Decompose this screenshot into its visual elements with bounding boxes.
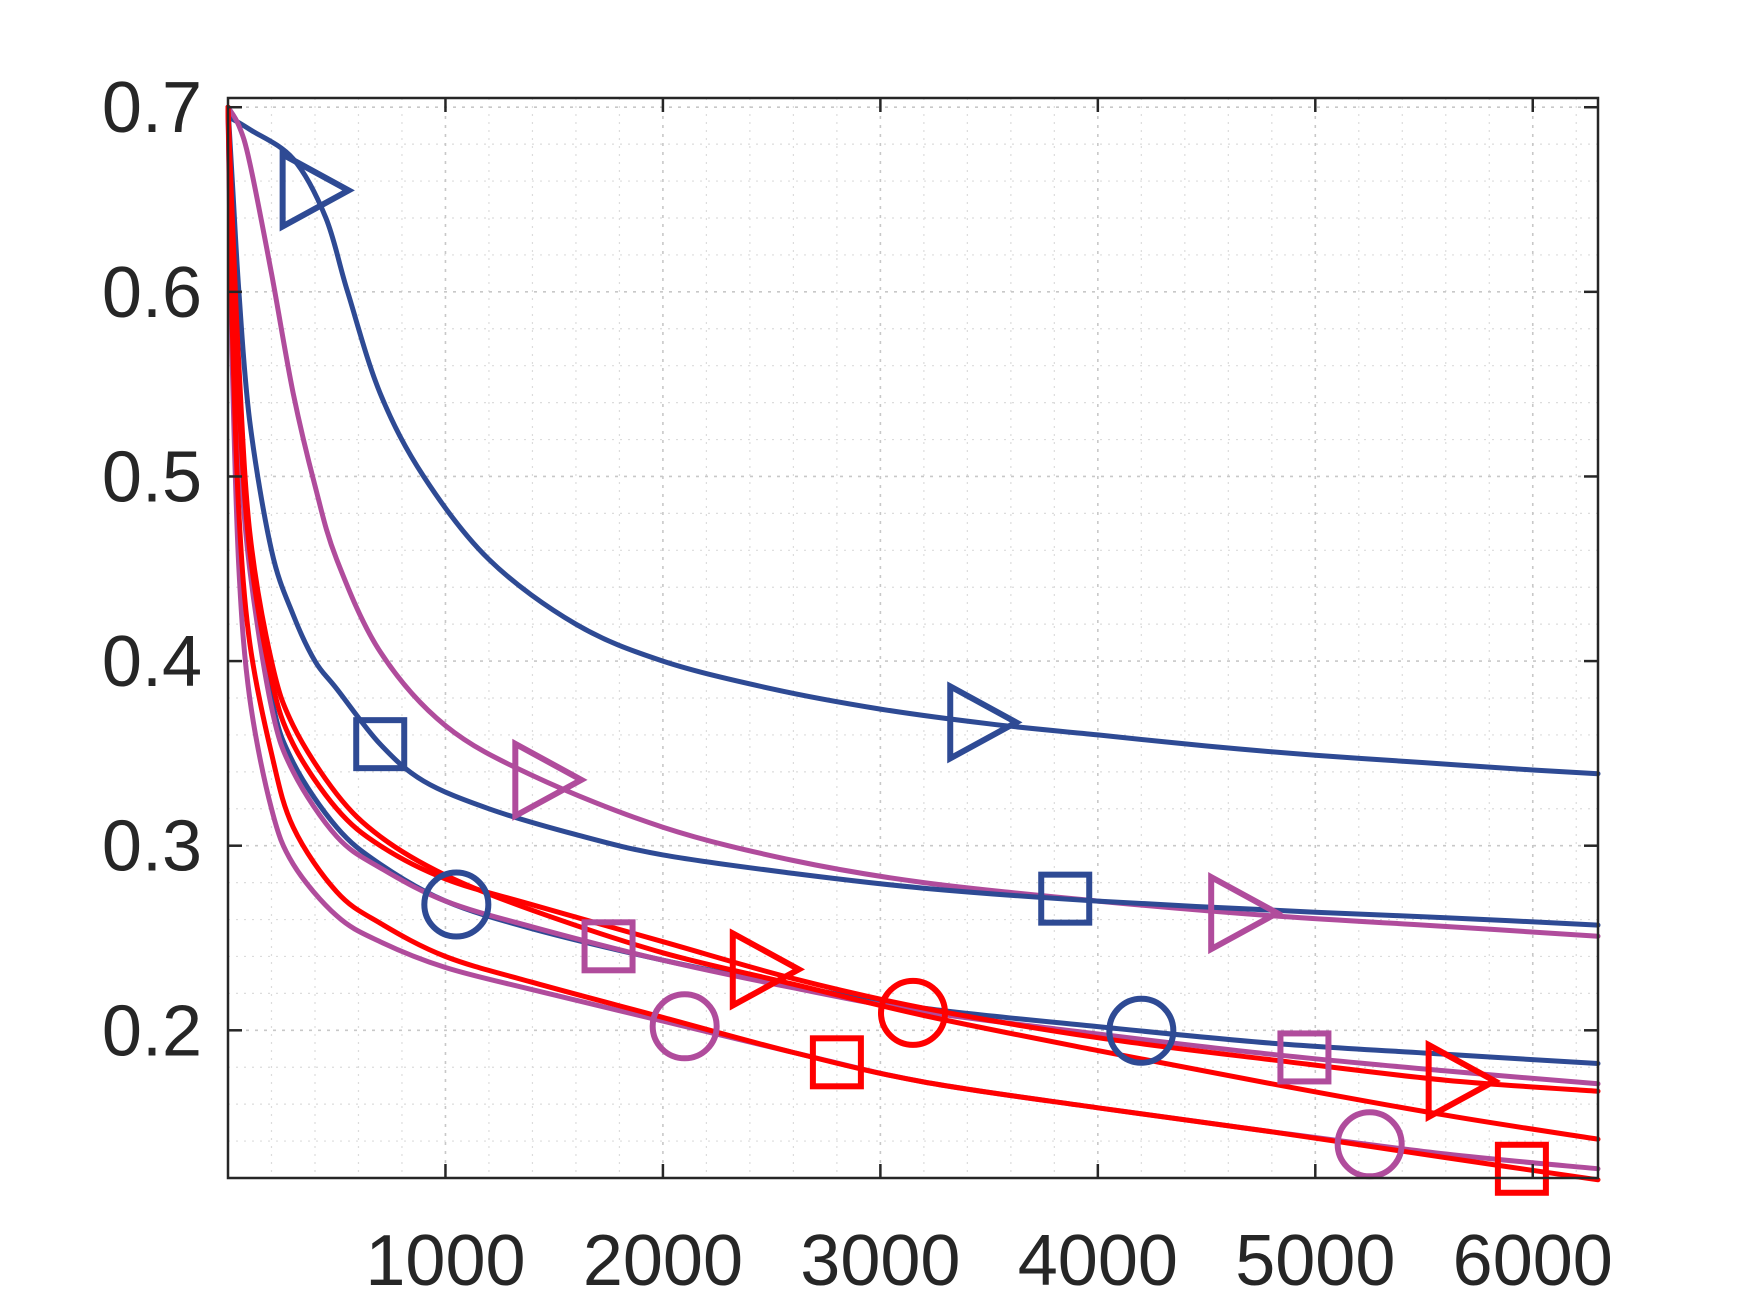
series-lines <box>225 104 1601 1183</box>
x-tick-label: 5000 <box>1235 1221 1395 1301</box>
plot-frame <box>226 96 1600 1180</box>
axis-ticks <box>228 98 1598 1178</box>
y-tick-label: 0.3 <box>102 807 202 887</box>
y-tick-label: 0.2 <box>102 991 202 1071</box>
x-tick-label: 3000 <box>800 1221 960 1301</box>
marker-triangle-right-red-triangle <box>729 928 806 1011</box>
marker-circle-blue-circle <box>421 869 492 940</box>
marker-circle-blue-circle <box>1106 995 1177 1066</box>
marker-square-purple-square <box>581 919 636 974</box>
x-tick-label: 4000 <box>1018 1221 1178 1301</box>
marker-circle-red-circle <box>878 977 948 1048</box>
y-tick-label: 0.7 <box>102 68 202 148</box>
grid-lines <box>228 98 1598 1179</box>
y-tick-label: 0.4 <box>102 622 202 702</box>
marker-square-blue-square <box>353 717 408 772</box>
marker-triangle-right-red-triangle <box>1425 1039 1501 1122</box>
marker-square-blue-square <box>1038 871 1093 926</box>
marker-triangle-right-purple-triangle <box>512 738 588 821</box>
series-line-red-circle <box>225 104 1601 1142</box>
marker-circle-purple-circle <box>649 991 720 1062</box>
y-tick-label: 0.5 <box>102 437 202 517</box>
x-tick-label: 2000 <box>583 1221 743 1301</box>
marker-square-red-square <box>809 1035 864 1090</box>
plot-area <box>228 98 1598 1178</box>
marker-triangle-right-blue-triangle <box>279 149 355 232</box>
x-tick-label: 6000 <box>1453 1221 1613 1301</box>
series-line-blue-triangle <box>225 114 1601 777</box>
y-axis-tick-labels: 0.2 0.3 0.4 0.5 0.6 0.7 <box>102 68 202 1071</box>
marker-square-purple-square <box>1277 1030 1332 1085</box>
series-line-purple-triangle <box>225 104 1601 939</box>
marker-triangle-right-blue-triangle <box>947 681 1023 764</box>
y-tick-label: 0.6 <box>102 253 202 333</box>
series-line-red-square <box>225 104 1601 1183</box>
marker-circle-purple-circle <box>1334 1109 1405 1180</box>
x-tick-label: 1000 <box>365 1221 525 1301</box>
series-markers <box>279 149 1549 1196</box>
series-line-blue-square <box>225 104 1601 928</box>
marker-square-red-square <box>1494 1141 1549 1196</box>
marker-triangle-right-purple-triangle <box>1208 872 1284 955</box>
x-axis-tick-labels: 1000 2000 3000 4000 5000 6000 <box>365 1221 1612 1301</box>
